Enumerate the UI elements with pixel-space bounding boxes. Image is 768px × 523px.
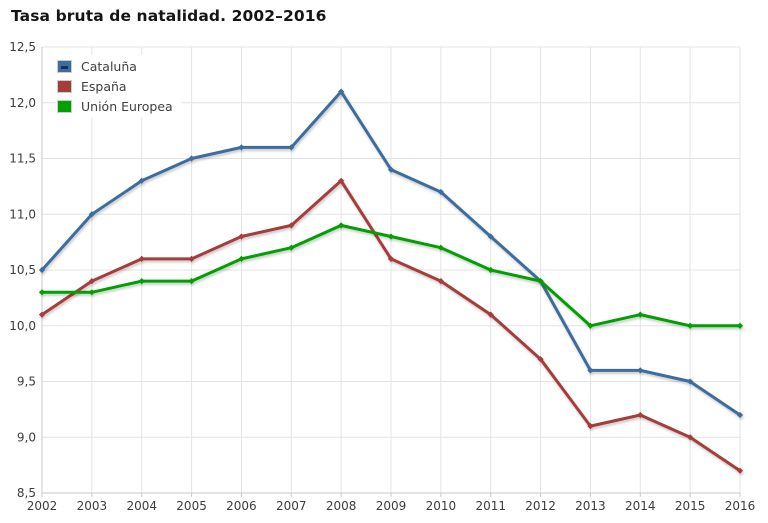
legend-swatch-espana <box>57 79 72 93</box>
data-point-marker-union-europea <box>587 322 594 329</box>
x-tick-label: 2012 <box>525 499 556 513</box>
data-point-marker-cataluna <box>587 367 594 374</box>
legend-item-espana[interactable]: España <box>57 76 173 96</box>
data-point-marker-cataluna <box>188 155 195 162</box>
y-tick-label: 9,0 <box>17 430 36 444</box>
data-point-marker-cataluna <box>38 266 46 274</box>
legend-label-union-europea: Unión Europea <box>81 98 173 114</box>
data-point-marker-cataluna <box>138 177 145 184</box>
data-point-marker-union-europea <box>437 244 444 251</box>
data-point-marker-union-europea <box>138 278 145 285</box>
data-point-marker-union-europea <box>38 289 46 296</box>
y-tick-label: 11,0 <box>9 207 36 221</box>
data-point-marker-espana <box>38 311 46 318</box>
chart-legend: Cataluña España Unión Europea <box>56 55 181 117</box>
data-point-marker-espana <box>437 278 444 285</box>
series-espana <box>38 177 744 474</box>
y-tick-label: 8,5 <box>17 486 36 500</box>
data-point-marker-espana <box>487 311 494 318</box>
x-tick-label: 2010 <box>426 499 457 513</box>
data-point-marker-cataluna <box>238 144 245 151</box>
x-tick-labels: 2002 2003 2004 2005 2006 2007 2008 2009 2010 2011… <box>27 499 756 513</box>
data-point-marker-union-europea <box>88 289 95 296</box>
data-point-marker-union-europea <box>188 278 195 285</box>
data-point-marker-union-europea <box>687 322 694 329</box>
series-union-europea <box>38 222 744 329</box>
data-point-marker-espana <box>88 278 95 285</box>
data-point-marker-union-europea <box>637 311 644 318</box>
legend-marker-dash-icon <box>61 65 68 69</box>
data-point-marker-cataluna <box>487 233 494 240</box>
data-point-marker-cataluna <box>387 166 395 173</box>
legend-item-cataluna[interactable]: Cataluña <box>57 56 173 76</box>
x-tick-label: 2013 <box>575 499 606 513</box>
data-point-marker-espana <box>288 222 295 229</box>
data-point-marker-cataluna <box>88 211 95 218</box>
data-point-marker-cataluna <box>637 367 644 374</box>
y-tick-label: 11,5 <box>9 152 36 166</box>
data-point-marker-union-europea <box>338 222 345 229</box>
data-point-marker-espana <box>387 255 395 262</box>
data-point-marker-espana <box>637 411 644 419</box>
y-tick-label: 9,5 <box>17 375 36 389</box>
y-tick-label: 10,5 <box>9 263 36 277</box>
data-point-marker-espana <box>188 255 195 262</box>
chart-title: Tasa bruta de natalidad. 2002–2016 <box>11 7 327 25</box>
x-tick-label: 2003 <box>77 499 108 513</box>
data-point-marker-espana <box>338 177 345 184</box>
data-point-marker-espana <box>238 233 245 240</box>
data-point-marker-union-europea <box>288 244 295 251</box>
x-tick-label: 2007 <box>276 499 307 513</box>
data-point-marker-union-europea <box>487 266 494 274</box>
x-tick-label: 2014 <box>625 499 656 513</box>
x-tick-label: 2011 <box>475 499 506 513</box>
y-tick-labels: 12,5 12,0 11,5 11,0 10,5 10,0 9,5 9,0 8,5 <box>9 40 36 500</box>
data-point-marker-espana <box>138 255 145 262</box>
legend-swatch-cataluna <box>57 59 72 73</box>
data-point-marker-cataluna <box>736 411 744 419</box>
data-point-marker-espana <box>687 434 694 441</box>
legend-swatch-union-europea <box>57 99 72 113</box>
data-point-marker-cataluna <box>338 88 345 95</box>
x-tick-label: 2009 <box>376 499 407 513</box>
y-tick-label: 12,5 <box>9 40 36 54</box>
x-tick-label: 2002 <box>27 499 58 513</box>
y-tick-label: 12,0 <box>9 96 36 110</box>
data-point-marker-cataluna <box>437 188 444 196</box>
data-point-marker-espana <box>587 423 594 430</box>
data-point-marker-union-europea <box>537 278 544 285</box>
legend-item-union-europea[interactable]: Unión Europea <box>57 96 173 116</box>
series-cataluna <box>38 88 744 419</box>
x-tick-label: 2005 <box>176 499 207 513</box>
legend-label-espana: España <box>81 78 127 94</box>
y-tick-label: 10,0 <box>9 319 36 333</box>
data-point-marker-espana <box>537 356 544 363</box>
x-tick-label: 2008 <box>326 499 357 513</box>
x-tick-label: 2016 <box>725 499 756 513</box>
data-point-marker-espana <box>736 467 744 474</box>
x-tick-label: 2006 <box>226 499 257 513</box>
legend-label-cataluna: Cataluña <box>81 58 137 74</box>
x-tick-label: 2004 <box>126 499 157 513</box>
data-point-marker-cataluna <box>288 144 295 151</box>
data-point-marker-union-europea <box>238 255 245 262</box>
data-point-marker-cataluna <box>687 378 694 385</box>
data-point-marker-union-europea <box>736 322 744 329</box>
x-tick-label: 2015 <box>675 499 706 513</box>
data-point-marker-union-europea <box>387 233 395 240</box>
